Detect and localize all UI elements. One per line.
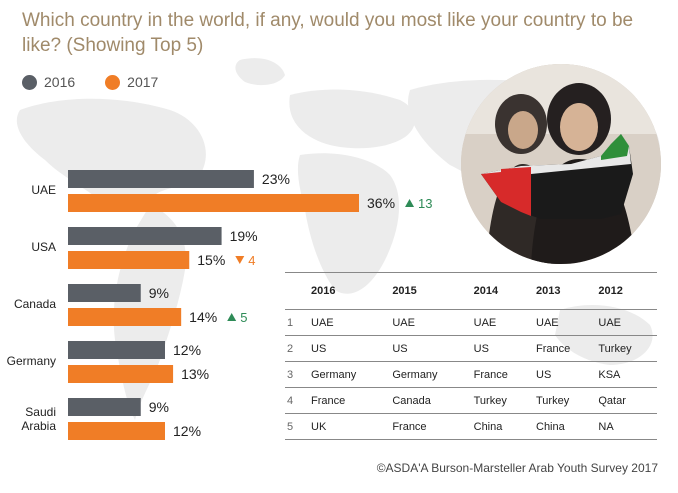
change-value: 13 [418,196,432,211]
legend-item-2017: 2017 [105,74,158,90]
table-cell: KSA [596,361,657,388]
table-cell: UAE [390,309,472,336]
table-cell: France [534,335,597,362]
data-label: 12% [173,342,201,358]
change-arrow-up-icon [227,313,237,321]
table-cell: Germany [309,361,391,388]
table-cell: 2 [285,335,309,362]
table-header: 2014 [471,272,534,310]
table-header: 2016 [309,272,391,310]
change-value: 4 [248,253,255,268]
table-cell: UAE [534,309,597,336]
legend-label-2016: 2016 [44,74,76,90]
legend-swatch-2017 [105,74,121,90]
table-header-row: 2016 2015 2014 2013 2012 [285,272,657,310]
legend: 2016 2017 [22,72,188,92]
data-label: 23% [262,171,290,187]
data-label: 12% [173,423,201,439]
table-cell: US [390,335,472,362]
table-row: 4 France Canada Turkey Turkey Qatar [285,387,657,414]
legend-item-2016: 2016 [22,74,75,90]
table-cell: 3 [285,361,309,388]
table-cell: US [471,335,534,362]
table-cell: US [534,361,597,388]
table-cell: Qatar [596,387,657,414]
bar-2016 [68,398,141,416]
legend-swatch-2016 [22,74,37,90]
legend-label-2017: 2017 [127,74,159,90]
bar-2016 [68,227,222,245]
bar-2016 [68,284,141,302]
table-header [285,272,309,310]
category-label: UAE [31,183,56,197]
table-cell: US [309,335,391,362]
change-arrow-up-icon [405,199,415,207]
bar-2017 [68,308,182,326]
change-arrow-down-icon [235,256,245,264]
women-with-flag-illustration [461,64,661,264]
bar-2016 [68,341,165,359]
source-credit: ©ASDA'A Burson-Marsteller Arab Youth Sur… [376,461,658,475]
rankings-table: 2016 2015 2014 2013 2012 1 UAE UAE UAE U… [285,272,657,440]
change-value: 5 [240,310,247,325]
table-cell: Germany [390,361,472,388]
photo-circle [461,64,661,264]
table-cell: UAE [309,309,391,336]
table-cell: France [309,387,391,414]
table-cell: Turkey [534,387,597,414]
data-label: 19% [230,228,258,244]
table-cell: China [471,413,534,440]
table-cell: Canada [390,387,472,414]
bar-2017 [68,365,174,383]
bar-2017 [68,422,165,440]
bar-2016 [68,170,254,188]
data-label: 15% [197,252,225,268]
chart-title: Which country in the world, if any, woul… [22,10,634,56]
bar-2017 [68,251,190,269]
table-cell: Turkey [596,335,657,362]
table-cell: 5 [285,413,309,440]
bar-2017 [68,194,359,212]
data-label: 9% [149,285,169,301]
category-label: Saudi Arabia [21,405,56,433]
table-cell: France [390,413,472,440]
table-row: 3 Germany Germany France US KSA [285,361,657,388]
table-cell: UAE [596,309,657,336]
table-cell: China [534,413,597,440]
category-label: Canada [14,297,56,311]
table-header: 2015 [390,272,472,310]
data-label: 13% [181,366,209,382]
table-header: 2012 [596,272,657,310]
table-cell: 4 [285,387,309,414]
data-label: 36% [367,195,395,211]
category-label: Germany [7,354,56,368]
table-cell: 1 [285,309,309,336]
table-row: 5 UK France China China NA [285,413,657,440]
table-cell: UK [309,413,391,440]
category-label: USA [31,240,56,254]
table-cell: France [471,361,534,388]
table-cell: Turkey [471,387,534,414]
table-cell: NA [596,413,657,440]
data-label: 14% [189,309,217,325]
table-header: 2013 [534,272,597,310]
table-cell: UAE [471,309,534,336]
table-row: 2 US US US France Turkey [285,335,657,362]
data-label: 9% [149,399,169,415]
table-row: 1 UAE UAE UAE UAE UAE [285,309,657,336]
